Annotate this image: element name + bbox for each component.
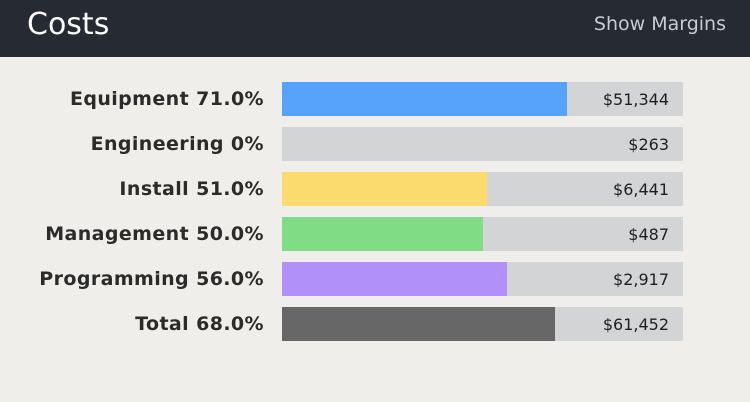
bar-track: $263 xyxy=(282,127,683,161)
bar-fill xyxy=(282,217,483,251)
bar-track: $6,441 xyxy=(282,172,683,206)
row-label: Install 51.0% xyxy=(119,178,264,200)
bar-value: $61,452 xyxy=(602,315,669,334)
row-label: Programming 56.0% xyxy=(39,268,264,290)
show-margins-toggle[interactable]: Show Margins xyxy=(593,13,726,35)
cost-row-programming: Programming 56.0% $2,917 xyxy=(0,262,750,296)
row-label: Engineering 0% xyxy=(90,133,264,155)
bar-track: $51,344 xyxy=(282,82,683,116)
cost-row-install: Install 51.0% $6,441 xyxy=(0,172,750,206)
bar-fill xyxy=(282,172,487,206)
page-title: Costs xyxy=(27,7,110,42)
bar-value: $6,441 xyxy=(613,180,669,199)
bar-fill xyxy=(282,262,507,296)
bar-fill xyxy=(282,307,555,341)
cost-row-equipment: Equipment 71.0% $51,344 xyxy=(0,82,750,116)
bar-track: $61,452 xyxy=(282,307,683,341)
bar-value: $51,344 xyxy=(602,90,669,109)
bar-track: $2,917 xyxy=(282,262,683,296)
cost-rows: Equipment 71.0% $51,344 Engineering 0% $… xyxy=(0,82,750,352)
bar-value: $263 xyxy=(628,135,669,154)
row-label: Management 50.0% xyxy=(45,223,264,245)
header-bar: Costs Show Margins xyxy=(0,0,750,57)
bar-value: $487 xyxy=(628,225,669,244)
bar-fill xyxy=(282,82,567,116)
bar-value: $2,917 xyxy=(613,270,669,289)
bar-track: $487 xyxy=(282,217,683,251)
cost-row-total: Total 68.0% $61,452 xyxy=(0,307,750,341)
row-label: Total 68.0% xyxy=(135,313,264,335)
cost-row-management: Management 50.0% $487 xyxy=(0,217,750,251)
cost-row-engineering: Engineering 0% $263 xyxy=(0,127,750,161)
row-label: Equipment 71.0% xyxy=(69,88,264,110)
